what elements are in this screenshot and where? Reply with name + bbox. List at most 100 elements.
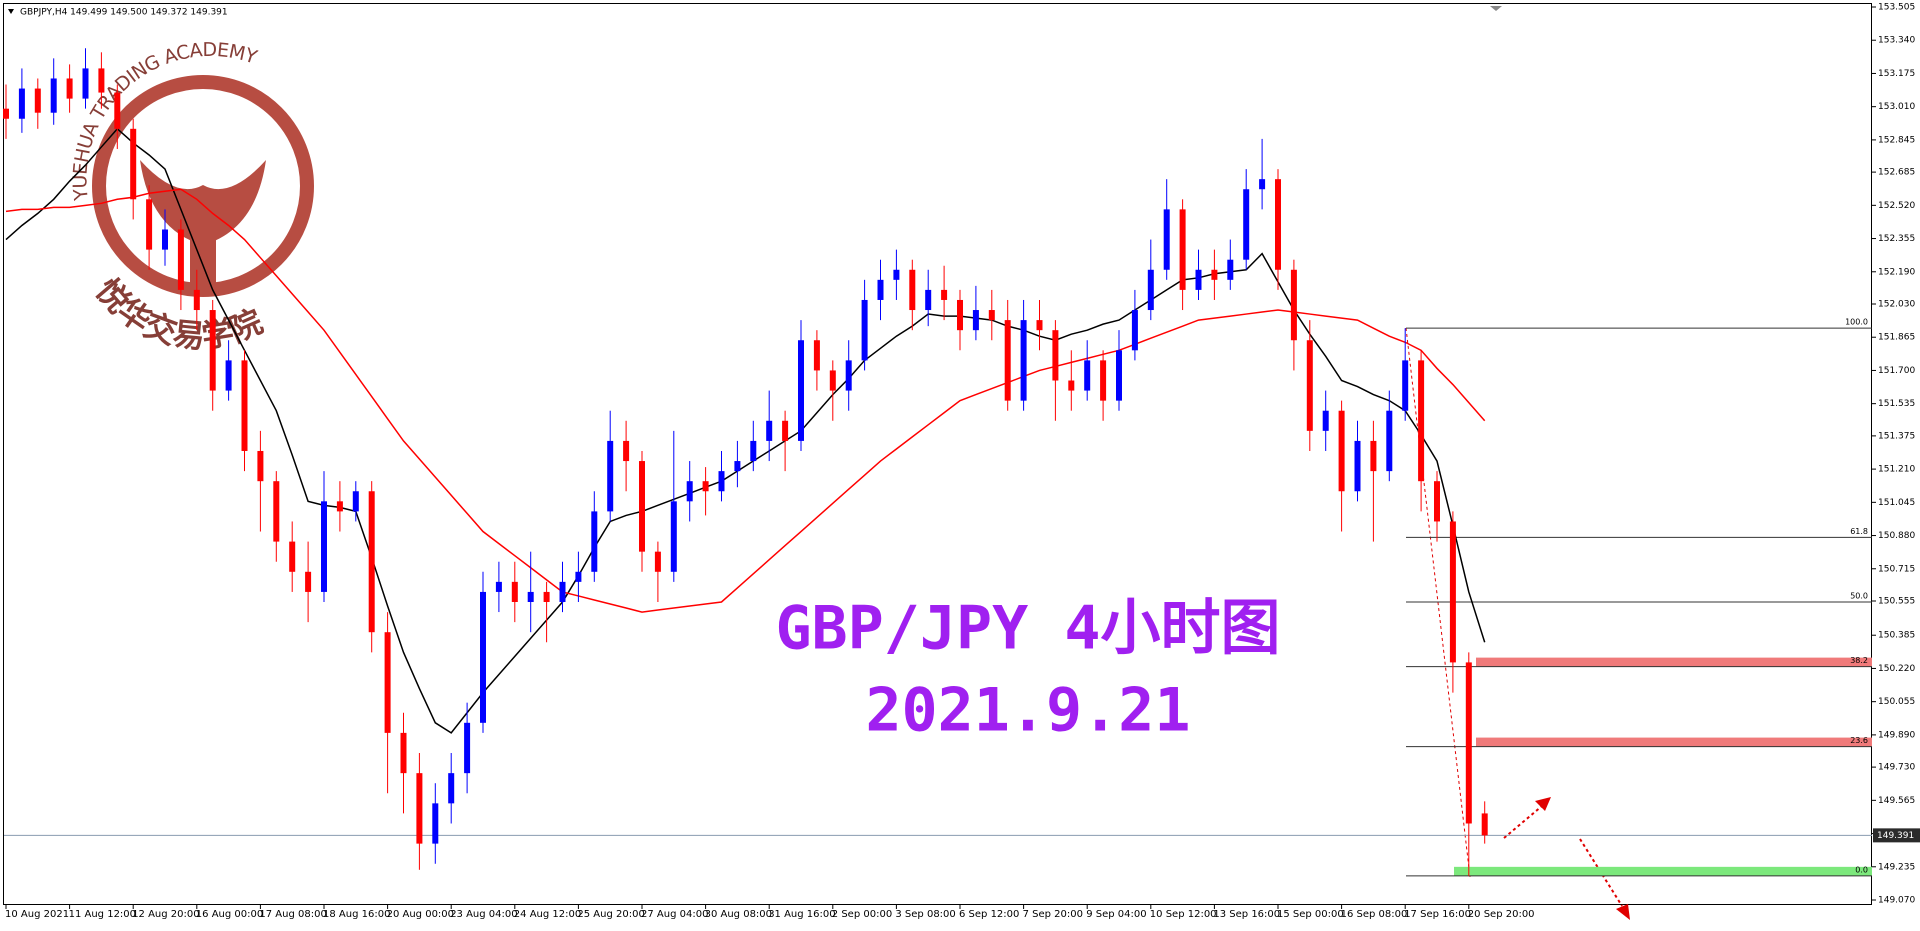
candle-body	[3, 108, 9, 119]
candle-body	[1100, 360, 1107, 401]
fib-label: 100.0	[1845, 318, 1868, 327]
x-tick-label: 17 Sep 16:00	[1404, 909, 1471, 920]
arrows	[1405, 327, 1623, 907]
candle-body	[193, 289, 200, 311]
logo-stem	[190, 190, 216, 295]
fib-zone	[1476, 737, 1872, 747]
candle-body	[1068, 380, 1075, 391]
candle-body	[639, 461, 645, 552]
y-tick-label: 152.190	[1878, 267, 1915, 277]
annotation: GBP/JPY 4小时图	[775, 594, 1280, 664]
y-tick-label: 149.070	[1878, 896, 1915, 906]
arrow-down	[1579, 838, 1623, 907]
candle-body	[432, 803, 439, 844]
y-tick-label: 152.355	[1878, 234, 1915, 244]
fib-label: 0.0	[1855, 865, 1868, 874]
candle-body	[480, 591, 486, 723]
candle-body	[257, 450, 264, 482]
x-tick-label: 23 Aug 04:00	[450, 909, 517, 920]
y-tick-label: 150.055	[1878, 697, 1915, 707]
y-tick-label: 149.890	[1878, 730, 1915, 740]
y-tick-label: 153.175	[1878, 69, 1915, 79]
candle-body	[1179, 209, 1186, 290]
candle-body	[1116, 350, 1122, 401]
candle-body	[18, 88, 25, 119]
candle-body	[972, 310, 979, 331]
candle-body	[162, 229, 168, 250]
candle-body	[1481, 813, 1488, 836]
candle-body	[368, 491, 375, 633]
candle-body	[241, 360, 248, 451]
plot-frame	[3, 3, 1872, 905]
candle-body	[1243, 189, 1250, 260]
candle-body	[591, 511, 598, 572]
candle-body	[861, 299, 868, 361]
fib-diagonal	[1405, 327, 1471, 878]
y-tick-label: 153.010	[1878, 102, 1915, 112]
candle-body	[448, 773, 455, 804]
scroll-marker	[1490, 6, 1502, 11]
candle-body	[400, 732, 407, 774]
y-tick-label: 150.385	[1878, 631, 1915, 641]
candle-body	[607, 440, 614, 512]
x-tick-label: 20 Sep 20:00	[1468, 909, 1535, 920]
candle-body	[1052, 330, 1059, 381]
candle-body	[1020, 320, 1027, 401]
candle-body	[464, 722, 471, 774]
candle-body	[66, 78, 73, 99]
y-tick-label: 151.045	[1878, 498, 1915, 508]
candle-body	[813, 340, 820, 371]
y-tick-label: 151.210	[1878, 465, 1915, 475]
y-tick-label: 151.375	[1878, 431, 1915, 441]
x-tick-label: 20 Aug 00:00	[387, 909, 454, 920]
candle-body	[1259, 179, 1266, 190]
moving-average	[5, 127, 1486, 734]
candle-body	[225, 360, 232, 391]
candle-body	[559, 581, 566, 602]
candle-body	[1211, 269, 1218, 280]
x-tick-label: 25 Aug 20:00	[577, 909, 644, 920]
fib-zone	[1454, 866, 1872, 876]
x-tick-label: 2 Sep 00:00	[832, 909, 892, 920]
candle-body	[1227, 259, 1234, 280]
arrow-up-head	[1535, 797, 1551, 811]
candle-body	[1434, 481, 1440, 522]
candle-body	[925, 289, 932, 311]
x-tick-label: 6 Sep 12:00	[959, 909, 1019, 920]
candle-body	[511, 581, 518, 602]
candle-body	[321, 501, 327, 592]
arrow-up	[1503, 805, 1543, 839]
fib-zone	[1476, 657, 1872, 667]
menu-triangle	[8, 9, 14, 14]
candle-body	[734, 461, 741, 472]
symbol-info: GBPJPY,H4 149.499 149.500 149.372 149.39…	[20, 8, 228, 18]
candle-body	[766, 420, 773, 441]
x-tick-label: 30 Aug 08:00	[705, 909, 772, 920]
x-tick-label: 27 Aug 04:00	[641, 909, 708, 920]
candle-body	[702, 481, 709, 492]
x-tick-label: 16 Aug 00:00	[196, 909, 263, 920]
candle-body	[543, 591, 550, 602]
candle-body	[98, 68, 105, 93]
candle-body	[352, 491, 359, 512]
candle-body	[575, 571, 582, 582]
candle-body	[670, 501, 677, 572]
fib-label: 38.2	[1850, 656, 1868, 665]
candle-body	[782, 420, 789, 441]
y-tick-label: 151.535	[1878, 399, 1915, 409]
candle-body	[1290, 269, 1297, 341]
candle-body	[177, 229, 184, 290]
candle-body	[1402, 360, 1409, 411]
candle-body	[209, 310, 216, 391]
candle-body	[829, 370, 836, 391]
y-tick-label: 150.555	[1878, 596, 1915, 606]
candle-body	[654, 551, 661, 572]
moving-average	[5, 188, 1486, 613]
candle-body	[130, 128, 137, 200]
y-tick-label: 152.030	[1878, 299, 1915, 309]
candle-body	[495, 581, 502, 592]
candle-body	[845, 360, 852, 391]
x-tick-label: 15 Sep 00:00	[1277, 909, 1344, 920]
